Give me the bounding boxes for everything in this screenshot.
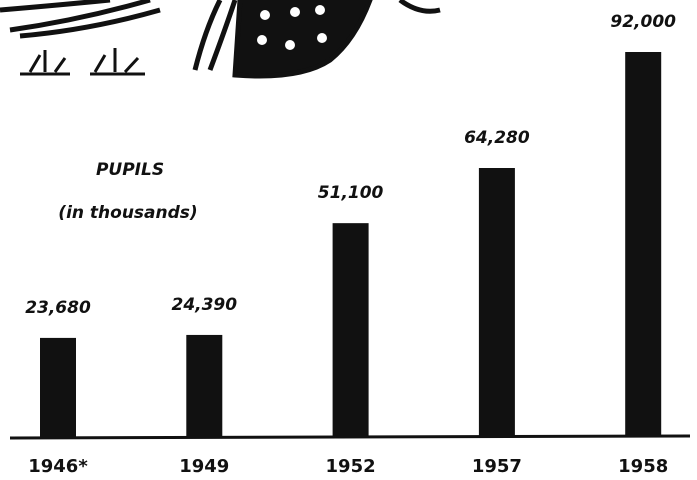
decoration <box>0 0 441 79</box>
bar <box>186 334 223 437</box>
value-label: 92,000 <box>610 12 676 32</box>
x-tick-label: 1958 <box>618 456 668 477</box>
bar <box>40 337 76 437</box>
value-label: 51,100 <box>318 183 384 203</box>
value-label: 23,680 <box>25 298 91 318</box>
value-label: 64,280 <box>464 128 530 148</box>
x-tick-label: 1957 <box>472 456 522 477</box>
value-label: 24,390 <box>171 295 237 315</box>
bar <box>478 168 515 437</box>
decoration-flowers <box>257 5 327 50</box>
bar <box>332 223 369 437</box>
x-tick-label: 1949 <box>179 456 229 477</box>
x-tick-label: 1946* <box>28 456 88 477</box>
x-tick-label: 1952 <box>326 456 376 477</box>
chart-title: PUPILS <box>96 160 164 180</box>
chart-subtitle: (in thousands) <box>58 203 197 223</box>
bar <box>625 52 662 437</box>
